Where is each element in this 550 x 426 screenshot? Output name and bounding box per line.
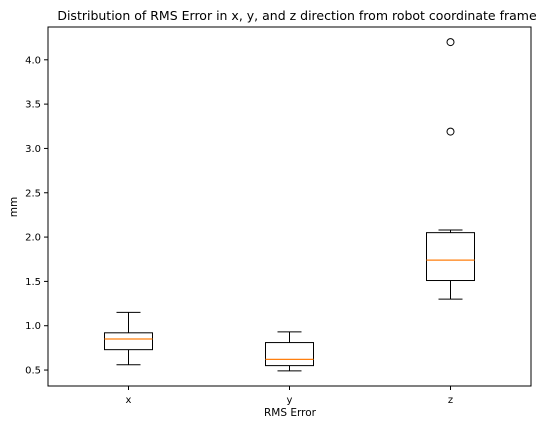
outlier-point xyxy=(446,127,455,136)
x-tick-label-x: x xyxy=(126,395,132,406)
y-tick-label: 1.5 xyxy=(25,277,41,288)
boxes-group xyxy=(104,38,475,372)
x-tick-label-z: z xyxy=(448,395,453,406)
y-tick-label: 0.5 xyxy=(25,366,41,377)
y-axis-label: mm xyxy=(8,197,20,217)
y-tick-label: 4.0 xyxy=(25,55,41,66)
chart-title: Distribution of RMS Error in x, y, and z… xyxy=(57,8,537,23)
box-x xyxy=(104,311,153,366)
y-tick-label: 3.0 xyxy=(25,144,41,155)
box-z xyxy=(426,38,475,300)
y-tick-label: 2.5 xyxy=(25,188,41,199)
box-y xyxy=(265,331,314,372)
y-axis: 0.5 1.0 1.5 2.0 2.5 3.0 3.5 4.0 xyxy=(25,55,48,377)
x-axis: x y z xyxy=(126,386,453,406)
iqr-box xyxy=(265,342,314,367)
iqr-box xyxy=(426,232,475,282)
outlier-point xyxy=(446,38,455,47)
y-tick-label: 2.0 xyxy=(25,233,41,244)
iqr-box xyxy=(104,332,153,351)
x-axis-label: RMS Error xyxy=(264,407,317,419)
y-tick-label: 3.5 xyxy=(25,100,41,111)
y-tick-label: 1.0 xyxy=(25,321,41,332)
x-tick-label-y: y xyxy=(287,395,293,406)
